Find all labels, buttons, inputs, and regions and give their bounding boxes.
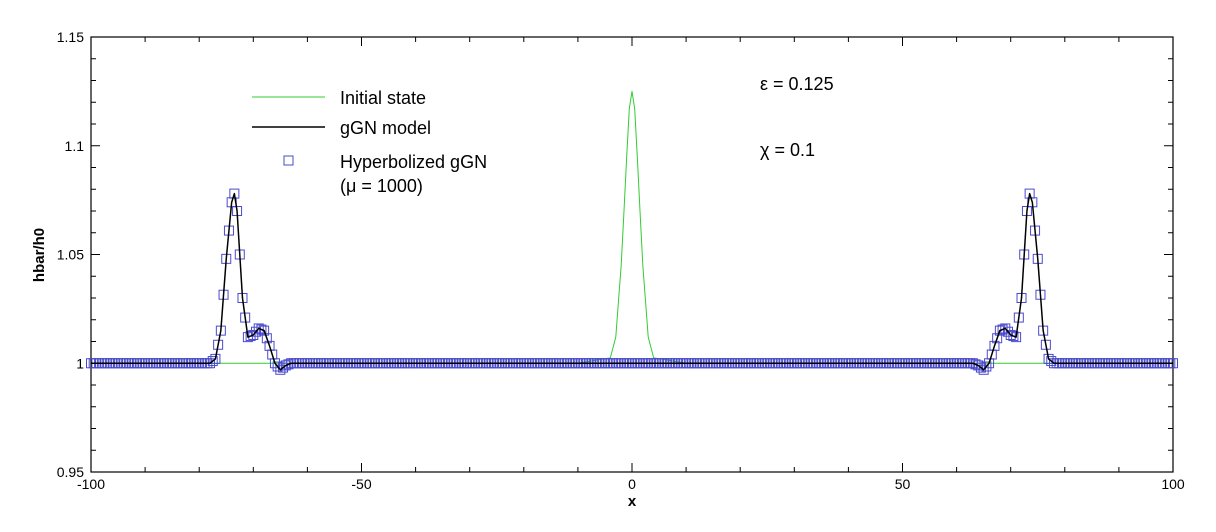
data-point-marker: [1046, 356, 1057, 367]
data-point-marker: [248, 329, 259, 340]
annotation-chi: χ = 0.1: [760, 140, 815, 160]
data-point-marker: [992, 333, 1003, 344]
y-tick-label: 0.95: [57, 464, 84, 480]
data-point-marker: [259, 325, 270, 336]
legend: Initial state gGN model Hyperbolized gGN…: [252, 88, 487, 196]
data-point-marker: [210, 353, 221, 364]
data-point-marker: [1000, 323, 1011, 334]
x-axis-label: x: [628, 493, 637, 510]
data-point-marker: [989, 340, 1000, 351]
data-point-marker: [970, 359, 981, 370]
legend-label-hyperbolized-ggn: Hyperbolized gGN: [340, 152, 487, 172]
legend-swatch-hyperbolized-ggn: [283, 155, 294, 166]
legend-label-initial-state: Initial state: [340, 88, 426, 108]
data-point-marker: [261, 333, 272, 344]
data-point-marker: [213, 339, 224, 350]
axis-labels: x hbar/h0: [31, 228, 637, 510]
data-point-marker: [207, 356, 218, 367]
series-hyperbolized-ggn: [86, 188, 1178, 375]
x-tick-label: 100: [1161, 476, 1185, 492]
legend-label-hyperbolized-ggn-mu: (μ = 1000): [340, 176, 423, 196]
data-point-marker: [1005, 329, 1016, 340]
x-tick-label: -100: [77, 476, 105, 492]
data-point-marker: [251, 326, 262, 337]
plot-frame: [90, 36, 1174, 473]
data-point-marker: [283, 359, 294, 370]
x-tick-label: 50: [895, 476, 911, 492]
y-tick-label: 1: [76, 355, 84, 371]
annotation-epsilon: ε = 0.125: [760, 74, 834, 94]
data-point-marker: [272, 361, 283, 372]
y-tick-label: 1.05: [57, 247, 84, 263]
series-group: [86, 90, 1178, 375]
plot-area-border: [90, 36, 1174, 473]
data-point-marker: [1040, 339, 1051, 350]
series-line-ggn-model: [91, 192, 1173, 371]
data-point-marker: [253, 323, 264, 334]
axis-ticks: -100 -50 0 50 100 0.95 1 1.05 1.1 1.15: [57, 29, 1185, 492]
data-point-marker: [978, 364, 989, 375]
y-tick-label: 1.15: [57, 29, 84, 45]
annotations: ε = 0.125 χ = 0.1: [760, 74, 834, 160]
data-point-marker: [280, 360, 291, 371]
data-point-marker: [1008, 331, 1019, 342]
y-axis-label: hbar/h0: [31, 228, 48, 282]
data-point-marker: [981, 361, 992, 372]
x-tick-label: -50: [351, 476, 371, 492]
data-point-marker: [994, 325, 1005, 336]
legend-label-ggn-model: gGN model: [340, 118, 431, 138]
y-tick-label: 1.1: [65, 138, 85, 154]
x-tick-label: 0: [628, 476, 636, 492]
series-line-initial-state: [91, 90, 1173, 364]
